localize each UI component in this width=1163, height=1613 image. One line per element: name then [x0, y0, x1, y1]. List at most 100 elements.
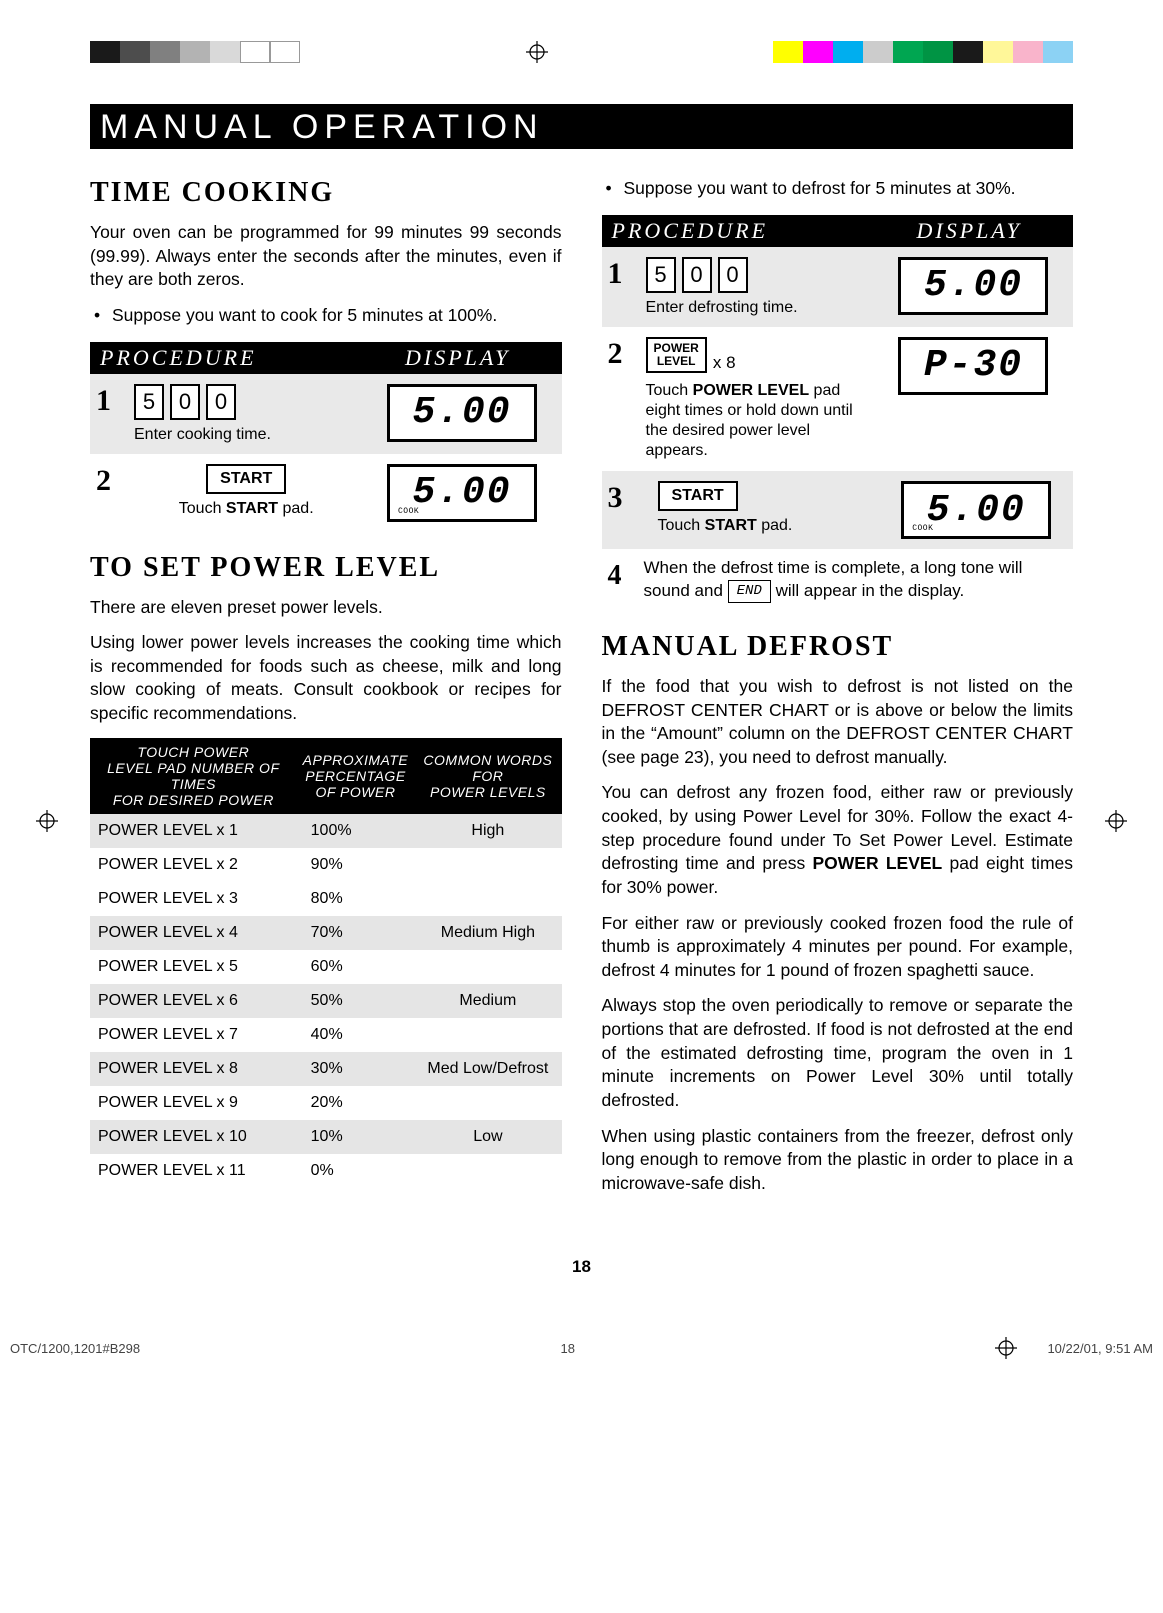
lcd-display: 5.00 — [387, 384, 537, 442]
proc-header-display: DISPLAY — [354, 342, 562, 374]
lcd-display: P-30 — [898, 337, 1048, 395]
table-cell — [414, 1018, 561, 1052]
table-row: POWER LEVEL x 650%Medium — [90, 984, 562, 1018]
registration-mark-right — [1105, 810, 1127, 837]
table-cell: Med Low/Defrost — [414, 1052, 561, 1086]
table-cell: Medium High — [414, 916, 561, 950]
time-step-2: 2 START Touch START pad. 5.00 COOK — [90, 454, 562, 532]
table-cell: 70% — [297, 916, 415, 950]
defrost-step-2: 2 POWER LEVEL x 8 Touch POWER LEVEL pad … — [602, 327, 1074, 471]
step-caption: Touch START pad. — [658, 517, 876, 535]
defrost-procedure: PROCEDURE DISPLAY 1 5 0 0 Enter defrosti… — [602, 215, 1074, 611]
table-cell: 80% — [297, 882, 415, 916]
time-cooking-procedure: PROCEDURE DISPLAY 1 5 0 0 Enter cooking … — [90, 342, 562, 532]
keypad-digit: 5 — [134, 384, 164, 420]
step-caption: Enter defrosting time. — [646, 299, 870, 317]
table-row: POWER LEVEL x 1100%High — [90, 814, 562, 848]
table-cell: 90% — [297, 848, 415, 882]
defrost-step-1: 1 5 0 0 Enter defrosting time. 5.00 — [602, 247, 1074, 327]
start-button-graphic: START — [658, 481, 738, 511]
table-cell: 100% — [297, 814, 415, 848]
table-cell: Medium — [414, 984, 561, 1018]
step-note: Touch POWER LEVEL pad eight times or hol… — [646, 381, 870, 461]
table-cell: POWER LEVEL x 1 — [90, 814, 297, 848]
table-row: POWER LEVEL x 110% — [90, 1154, 562, 1188]
lcd-display: 5.00 — [898, 257, 1048, 315]
defrost-p3: For either raw or previously cooked froz… — [602, 912, 1074, 983]
defrost-p5: When using plastic containers from the f… — [602, 1125, 1074, 1196]
step-caption: Enter cooking time. — [134, 426, 358, 444]
footer-page: 18 — [561, 1341, 575, 1356]
defrost-step-3: 3 START Touch START pad. 5.00 COOK — [602, 471, 1074, 549]
table-cell: 60% — [297, 950, 415, 984]
start-button-graphic: START — [206, 464, 286, 494]
lcd-display: 5.00 COOK — [387, 464, 537, 522]
heading-manual-defrost: MANUAL DEFROST — [602, 631, 1074, 663]
proc-header-procedure: PROCEDURE — [602, 215, 866, 247]
table-cell: POWER LEVEL x 10 — [90, 1120, 297, 1154]
table-row: POWER LEVEL x 290% — [90, 848, 562, 882]
time-step-1: 1 5 0 0 Enter cooking time. 5.00 — [90, 374, 562, 454]
colorbar-right — [773, 41, 1073, 63]
table-row: POWER LEVEL x 920% — [90, 1086, 562, 1120]
table-cell: High — [414, 814, 561, 848]
defrost-example-bullet: Suppose you want to defrost for 5 minute… — [602, 177, 1074, 201]
time-cooking-example: Suppose you want to cook for 5 minutes a… — [90, 304, 562, 328]
table-cell: POWER LEVEL x 5 — [90, 950, 297, 984]
registration-mark-top — [526, 41, 548, 63]
print-footer: OTC/1200,1201#B298 18 10/22/01, 9:51 AM — [0, 1337, 1163, 1379]
table-cell: 10% — [297, 1120, 415, 1154]
keypad-digit: 0 — [206, 384, 236, 420]
power-level-p1: There are eleven preset power levels. — [90, 596, 562, 620]
power-level-p2: Using lower power levels increases the c… — [90, 631, 562, 726]
table-cell — [414, 1154, 561, 1188]
step-caption: Touch START pad. — [134, 500, 358, 518]
defrost-p1: If the food that you wish to defrost is … — [602, 675, 1074, 770]
page-number: 18 — [90, 1257, 1073, 1277]
heading-power-level: TO SET POWER LEVEL — [90, 552, 562, 584]
keypad-digit: 0 — [718, 257, 748, 293]
colorbar-left — [90, 41, 300, 63]
table-cell: POWER LEVEL x 2 — [90, 848, 297, 882]
power-level-button-graphic: POWER LEVEL — [646, 337, 707, 373]
table-row: POWER LEVEL x 740% — [90, 1018, 562, 1052]
left-column: TIME COOKING Your oven can be programmed… — [90, 177, 562, 1207]
table-cell: POWER LEVEL x 3 — [90, 882, 297, 916]
table-header: TOUCH POWERLEVEL PAD NUMBER OF TIMESFOR … — [90, 738, 297, 814]
registration-mark-bottom — [995, 1337, 1017, 1359]
table-cell: 50% — [297, 984, 415, 1018]
keypad-digit: 0 — [682, 257, 712, 293]
keypad-digit: 0 — [170, 384, 200, 420]
right-column: Suppose you want to defrost for 5 minute… — [602, 177, 1074, 1207]
table-cell: 30% — [297, 1052, 415, 1086]
table-row: POWER LEVEL x 830%Med Low/Defrost — [90, 1052, 562, 1086]
table-cell — [414, 950, 561, 984]
page-title-bar: MANUAL OPERATION — [90, 104, 1073, 149]
table-cell: POWER LEVEL x 7 — [90, 1018, 297, 1052]
table-cell: POWER LEVEL x 9 — [90, 1086, 297, 1120]
footer-timestamp: 10/22/01, 9:51 AM — [1047, 1341, 1153, 1356]
defrost-step-4: 4 When the defrost time is complete, a l… — [602, 549, 1074, 611]
end-display-graphic: END — [728, 580, 771, 603]
table-cell — [414, 848, 561, 882]
lcd-display: 5.00 COOK — [901, 481, 1051, 539]
time-cooking-intro: Your oven can be programmed for 99 minut… — [90, 221, 562, 292]
table-row: POWER LEVEL x 380% — [90, 882, 562, 916]
table-row: POWER LEVEL x 470%Medium High — [90, 916, 562, 950]
footer-doc-id: OTC/1200,1201#B298 — [10, 1341, 140, 1356]
table-cell: POWER LEVEL x 8 — [90, 1052, 297, 1086]
table-row: POWER LEVEL x 1010%Low — [90, 1120, 562, 1154]
table-cell: 20% — [297, 1086, 415, 1120]
table-cell: 0% — [297, 1154, 415, 1188]
registration-mark-left — [36, 810, 58, 837]
proc-header-procedure: PROCEDURE — [90, 342, 354, 374]
table-cell: POWER LEVEL x 11 — [90, 1154, 297, 1188]
defrost-p2: You can defrost any frozen food, either … — [602, 781, 1074, 899]
proc-header-display: DISPLAY — [865, 215, 1073, 247]
table-cell: POWER LEVEL x 4 — [90, 916, 297, 950]
defrost-p4: Always stop the oven periodically to rem… — [602, 994, 1074, 1112]
table-cell: POWER LEVEL x 6 — [90, 984, 297, 1018]
table-cell — [414, 1086, 561, 1120]
print-colorbars — [90, 40, 1073, 64]
table-cell: 40% — [297, 1018, 415, 1052]
